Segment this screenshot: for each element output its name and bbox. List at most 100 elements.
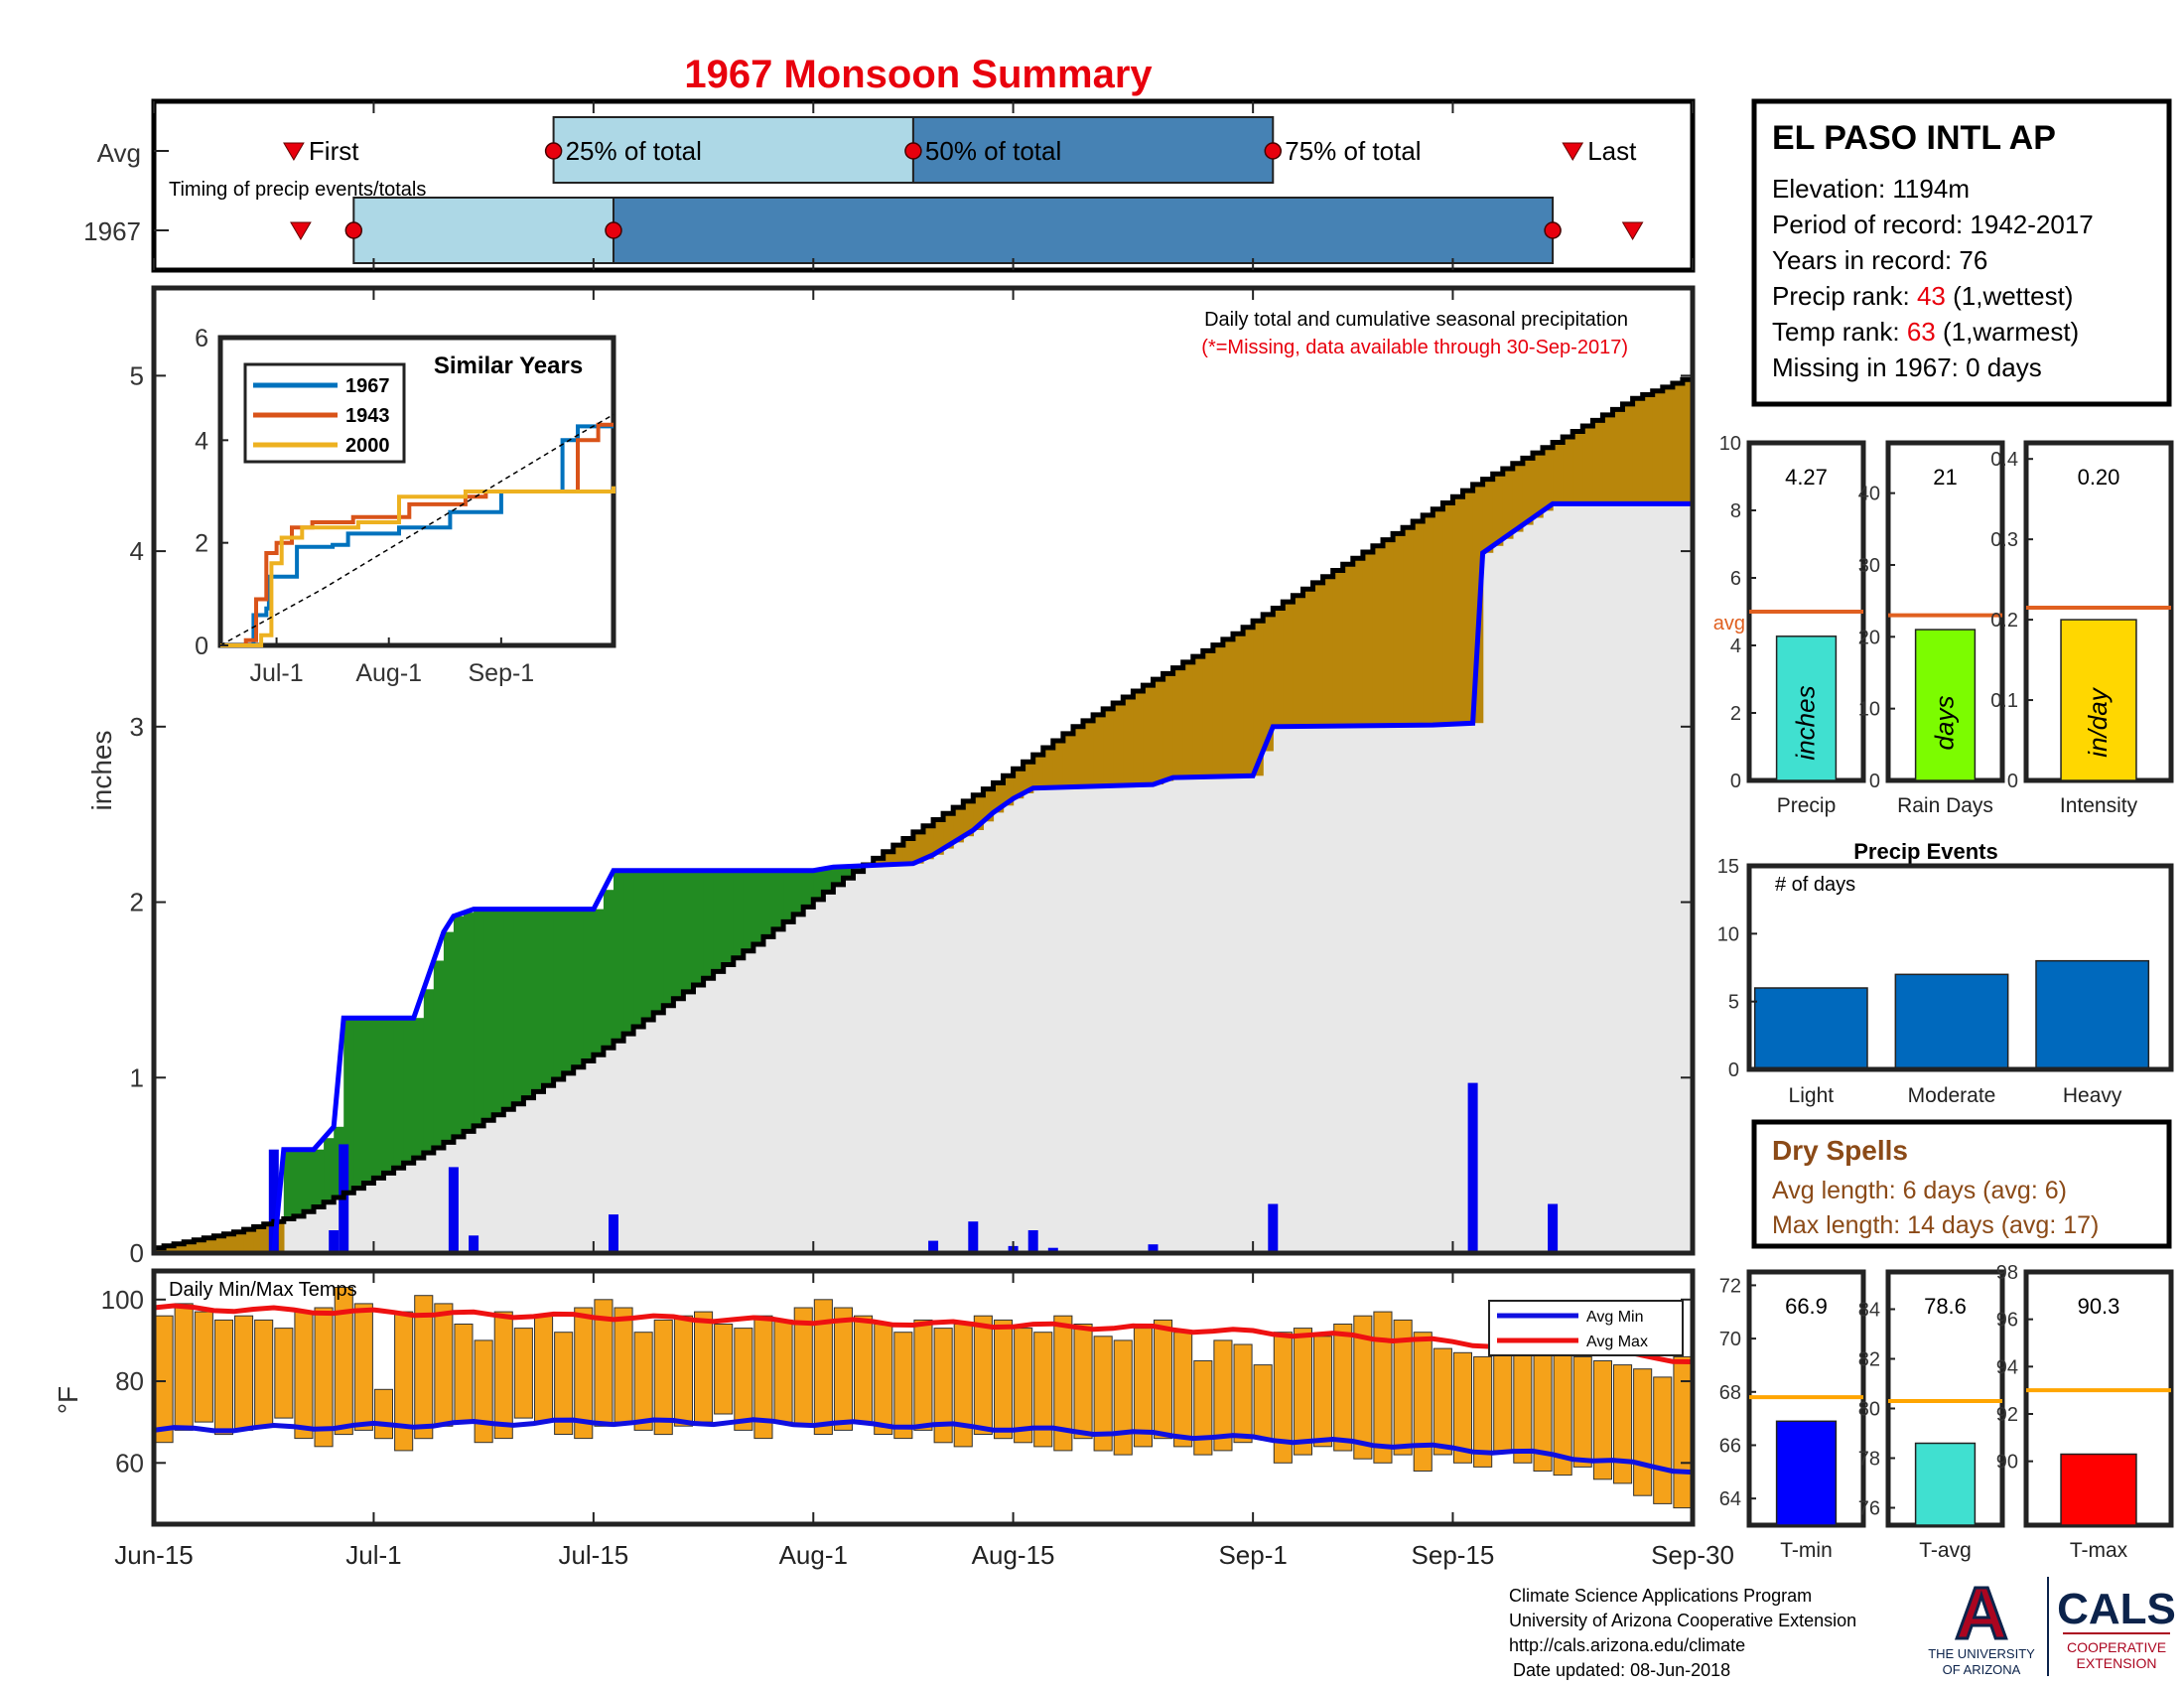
year-first-marker [290,221,312,240]
main-y-label: inches [86,731,117,811]
ua-block-a-logo: A [1955,1572,2007,1654]
below-average-fill-step [902,838,914,865]
above-average-fill-step [773,870,784,929]
above-average-fill-step [474,909,484,1126]
daily-temp-bar [1293,1328,1313,1456]
temp-plot-title: Daily Min/Max Temps [169,1279,357,1301]
ua-logo-text2: OF ARIZONA [1943,1662,2021,1677]
below-average-fill-step [1032,755,1044,788]
event-category-label: Light [1789,1084,1835,1107]
daily-temp-bar [1053,1315,1073,1452]
daily-precip-bar [1548,1203,1559,1253]
year-timing-light-bar [352,197,614,264]
daily-temp-bar [1154,1319,1173,1440]
below-average-fill-step [1413,521,1424,726]
below-average-fill-step [1162,673,1174,781]
summary-y-tick-label: 10 [1719,433,1741,455]
below-average-fill-step [1632,398,1644,504]
event-category-label: Moderate [1908,1084,1996,1107]
temp-y-label: °F [53,1386,83,1414]
inset-axes: 0 2 4 6 Jul-1 Aug-1 Sep-1 [195,325,534,687]
below-average-fill-step [1342,564,1354,726]
main-plot-caption: Daily total and cumulative seasonal prec… [1204,309,1628,331]
below-average-fill-step [923,825,934,860]
above-average-fill-step [643,870,654,1020]
temp-avg-lines [153,1303,1694,1476]
summary-category-label: Intensity [2060,794,2138,817]
summary-y-tick-label: 70 [1719,1329,1741,1350]
above-average-fill-step [413,1018,425,1159]
summary-y-tick-label: 0 [1869,771,1880,792]
daily-temp-bar [1014,1328,1033,1444]
summary-category-label: T-avg [1919,1539,1972,1562]
summary-y-tick-label: 4 [1730,635,1741,657]
daily-temp-bar [154,1315,174,1444]
below-average-fill-step [164,1245,175,1253]
p25-label: 25% of total [566,136,702,166]
below-average-fill-step [1312,582,1324,727]
above-average-fill-step [853,866,865,872]
daily-temp-bar [1473,1355,1493,1468]
below-average-fill-step [1582,426,1593,504]
summary-value-label: 21 [1933,465,1957,490]
figure-title: 1967 Monsoon Summary [684,53,1153,96]
above-average-fill-step [553,909,565,1079]
university-of-arizona-logo: A THE UNIVERSITY OF ARIZONA [1928,1571,2035,1678]
daily-temp-bar [454,1324,474,1423]
below-average-fill-step [943,813,954,849]
event-bar [1894,973,2009,1070]
below-average-fill-step [243,1229,255,1253]
above-average-fill-step [433,960,445,1148]
station-precip-rank: Precip rank: 43 (1,wettest) [1772,281,2073,311]
daily-temp-bar [434,1303,454,1427]
above-average-fill-step [363,1018,375,1184]
above-average-fill-step [733,870,745,958]
daily-temp-bar [1393,1319,1413,1456]
above-average-fill-step [573,909,585,1067]
daily-temp-bar [493,1311,513,1440]
below-average-fill-step [1192,656,1204,777]
daily-temp-bar [773,1319,793,1423]
below-average-fill-step [1062,733,1074,787]
ua-logo-text1: THE UNIVERSITY [1928,1646,2035,1661]
main-y-tick-label: 5 [130,360,144,390]
daily-temp-bar [534,1315,554,1423]
daily-temp-bar [994,1319,1014,1440]
above-average-fill-step [693,870,705,985]
station-name: EL PASO INTL AP [1772,119,2056,157]
daily-temp-bar [1653,1376,1673,1504]
year-timing-dark-bar [612,197,1555,264]
missing-data-note: (*=Missing, data available through 30-Se… [1201,337,1628,358]
daily-temp-bar [1073,1324,1093,1440]
dry-spells-max: Max length: 14 days (avg: 17) [1772,1211,2099,1239]
summary-y-tick-label: 0.3 [1990,529,2018,551]
above-average-fill-step [324,1138,335,1202]
inset-title: Similar Years [434,352,583,379]
p75-label: 75% of total [1285,136,1421,166]
above-average-fill-step [503,909,514,1110]
avg-last-marker [1562,142,1584,161]
inset-lines [219,413,615,647]
daily-temp-bar [734,1328,753,1431]
daily-precip-bar [268,1149,279,1253]
event-y-tick-label: 0 [1728,1059,1739,1081]
inset-x-tick-label: Jul-1 [249,659,303,687]
daily-temp-bar [1033,1332,1053,1448]
summary-avg-label: avg [1713,613,1745,634]
above-average-fill-step [663,870,674,1006]
daily-temp-bar [813,1299,833,1436]
daily-temp-bar [874,1324,893,1435]
daily-temp-bar [373,1388,393,1440]
year-p25-marker [344,221,363,239]
below-average-fill-step [213,1235,225,1253]
event-bar [1753,987,1868,1070]
main-y-tick-label: 1 [130,1062,144,1092]
summary-y-tick-label: 94 [1996,1356,2018,1378]
event-y-tick-label: 5 [1728,992,1739,1014]
daily-temp-bar [1452,1351,1473,1464]
below-average-fill-step [1172,667,1184,778]
above-average-fill-step [823,869,835,893]
below-average-fill-step [973,794,984,830]
above-average-fill-step [623,870,634,1035]
